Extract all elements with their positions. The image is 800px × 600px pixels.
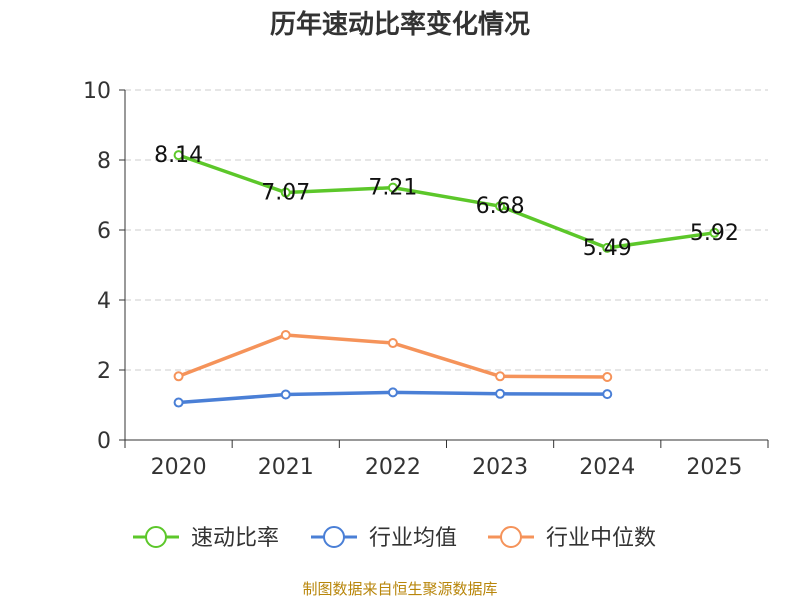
data-point xyxy=(495,388,506,399)
gridlines xyxy=(125,89,768,371)
axes: 0 2 4 6 8 10 2020 2021 2022 2023 2024 2025 xyxy=(83,79,769,480)
data-point xyxy=(602,372,613,382)
data-label: 5.49 xyxy=(583,236,632,261)
data-label: 8.14 xyxy=(154,143,203,168)
legend-swatch-marker xyxy=(145,526,167,548)
x-tick-label: 2022 xyxy=(365,455,421,480)
x-tick-label: 2023 xyxy=(472,455,528,480)
y-tick-label: 6 xyxy=(97,219,111,244)
data-point xyxy=(387,387,398,398)
data-point xyxy=(280,187,291,198)
x-tick-label: 2020 xyxy=(151,455,207,480)
x-tick-label: 2024 xyxy=(579,455,635,480)
x-tick-label: 2021 xyxy=(258,455,314,480)
data-point xyxy=(387,182,398,193)
data-point xyxy=(709,227,720,238)
legend-label[interactable]: 行业中位数 xyxy=(546,526,656,551)
data-label: 6.68 xyxy=(476,194,525,219)
data-point xyxy=(602,242,613,253)
data-point xyxy=(495,201,506,212)
data-point xyxy=(495,371,506,382)
series xyxy=(173,150,720,408)
y-tick-label: 0 xyxy=(97,429,111,454)
data-point xyxy=(280,330,291,340)
legend-label[interactable]: 行业均值 xyxy=(369,526,457,551)
x-tick-label: 2025 xyxy=(686,455,742,480)
y-tick-label: 8 xyxy=(97,149,111,174)
legend: 速动比率 行业均值 行业中位数 xyxy=(133,526,656,551)
data-point xyxy=(602,389,613,400)
series-line-0 xyxy=(178,153,715,250)
source-note: 制图数据来自恒生聚源数据库 xyxy=(302,580,498,598)
data-label: 5.92 xyxy=(690,221,739,246)
legend-label[interactable]: 速动比率 xyxy=(191,526,279,551)
data-point xyxy=(173,371,184,382)
y-tick-label: 4 xyxy=(97,289,111,314)
data-point xyxy=(173,150,184,161)
legend-swatch-marker xyxy=(323,526,345,548)
data-point xyxy=(280,389,291,400)
data-label: 7.07 xyxy=(261,181,310,206)
y-tick-label: 10 xyxy=(83,79,111,104)
chart-title: 历年速动比率变化情况 xyxy=(269,10,530,40)
data-label: 7.21 xyxy=(368,176,417,201)
data-point xyxy=(173,397,184,408)
legend-swatch-marker xyxy=(500,526,522,548)
data-point xyxy=(387,338,398,349)
data-labels: 8.14 7.07 7.21 6.68 5.49 5.92 xyxy=(154,143,739,261)
y-tick-label: 2 xyxy=(97,359,111,384)
